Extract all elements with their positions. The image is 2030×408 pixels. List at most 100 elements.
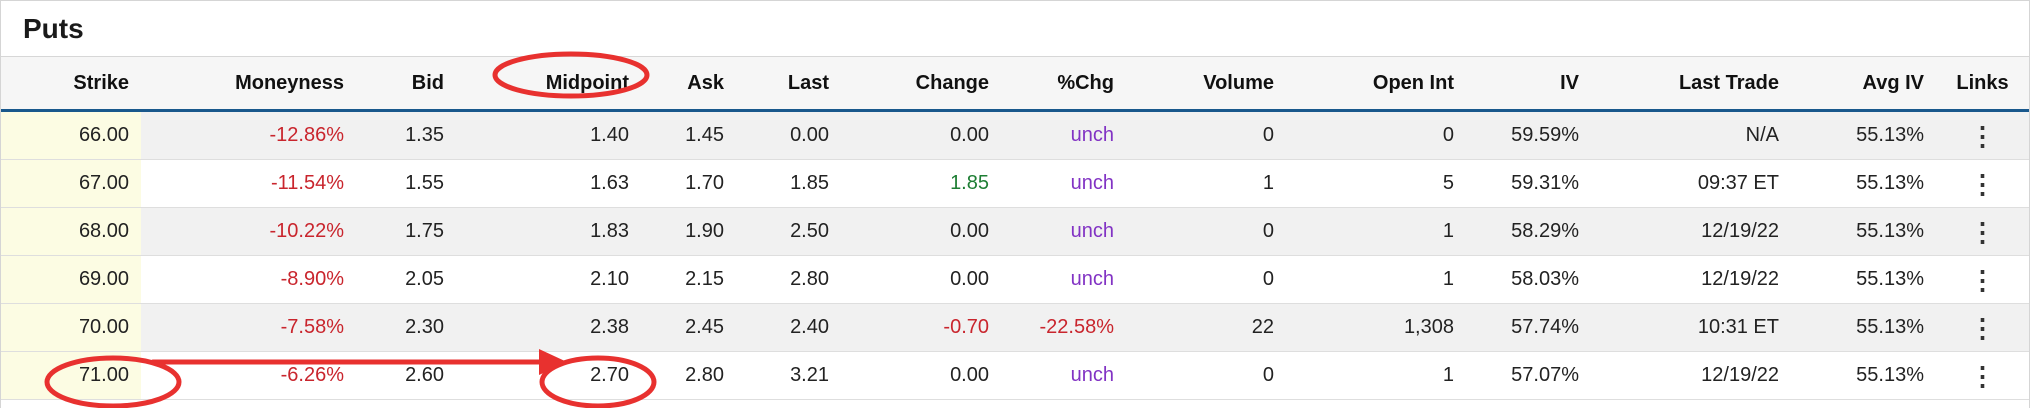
page-title: Puts [23, 12, 84, 44]
cell-midpoint: 1.83 [456, 207, 641, 256]
cell-links: ⋮ [1936, 159, 2029, 208]
cell-moneyness: -12.86% [141, 110, 356, 160]
cell-midpoint: 2.10 [456, 255, 641, 304]
cell-iv: 59.59% [1466, 110, 1591, 160]
column-header-bid[interactable]: Bid [356, 57, 456, 112]
cell-volume: 0 [1126, 255, 1286, 304]
kebab-vertical-icon[interactable]: ⋮ [1969, 360, 1996, 391]
cell-iv: 57.07% [1466, 351, 1591, 400]
column-header-avgiv[interactable]: Avg IV [1791, 57, 1936, 112]
cell-lasttrade: N/A [1591, 110, 1791, 160]
cell-ask: 1.45 [641, 110, 736, 160]
column-header-ask[interactable]: Ask [641, 57, 736, 112]
table-row: 71.00 -6.26% 2.60 2.70 2.80 3.21 0.00 unch 0 1 57.… [1, 351, 2029, 400]
cell-midpoint: 1.63 [456, 159, 641, 208]
cell-strike: 71.00 [1, 351, 141, 400]
cell-moneyness: -7.58% [141, 303, 356, 352]
cell-change: -0.70 [841, 303, 1001, 352]
cell-links: ⋮ [1936, 255, 2029, 304]
table-row: 66.00 -12.86% 1.35 1.40 1.45 0.00 0.00 unch 0 0 59… [1, 110, 2029, 160]
cell-bid: 2.05 [356, 255, 456, 304]
cell-last: 2.80 [736, 255, 841, 304]
cell-lasttrade: 12/19/22 [1591, 207, 1791, 256]
puts-options-table: Strike Moneyness Bid Midpoint Ask Last Change%… [1, 57, 2029, 400]
cell-iv: 58.29% [1466, 207, 1591, 256]
table-row: 70.00 -7.58% 2.30 2.38 2.45 2.40 -0.70 -22.58% 2… [1, 303, 2029, 352]
cell-pctchg: unch [1001, 159, 1126, 208]
column-header-moneyness[interactable]: Moneyness [141, 57, 356, 112]
cell-openint: 0 [1286, 110, 1466, 160]
cell-pctchg: -22.58% [1001, 303, 1126, 352]
cell-bid: 1.75 [356, 207, 456, 256]
column-header-lasttrade[interactable]: Last Trade [1591, 57, 1791, 112]
cell-moneyness: -10.22% [141, 207, 356, 256]
cell-openint: 1 [1286, 351, 1466, 400]
kebab-vertical-icon[interactable]: ⋮ [1969, 312, 1996, 343]
cell-bid: 1.55 [356, 159, 456, 208]
cell-strike: 67.00 [1, 159, 141, 208]
cell-change: 0.00 [841, 255, 1001, 304]
cell-openint: 1,308 [1286, 303, 1466, 352]
cell-volume: 22 [1126, 303, 1286, 352]
table-row: 68.00 -10.22% 1.75 1.83 1.90 2.50 0.00 unch 0 1 58… [1, 207, 2029, 256]
cell-midpoint: 2.70 [456, 351, 641, 400]
cell-pctchg: unch [1001, 207, 1126, 256]
cell-last: 0.00 [736, 110, 841, 160]
kebab-vertical-icon[interactable]: ⋮ [1969, 120, 1996, 151]
cell-moneyness: -8.90% [141, 255, 356, 304]
cell-ask: 2.80 [641, 351, 736, 400]
cell-links: ⋮ [1936, 207, 2029, 256]
cell-moneyness: -11.54% [141, 159, 356, 208]
column-header-pctchg[interactable]: %Chg [1001, 57, 1126, 112]
cell-bid: 2.60 [356, 351, 456, 400]
column-header-links[interactable]: Links [1936, 57, 2029, 112]
kebab-vertical-icon[interactable]: ⋮ [1969, 264, 1996, 295]
cell-volume: 0 [1126, 110, 1286, 160]
cell-pctchg: unch [1001, 351, 1126, 400]
cell-ask: 2.15 [641, 255, 736, 304]
cell-volume: 0 [1126, 207, 1286, 256]
cell-bid: 1.35 [356, 110, 456, 160]
cell-openint: 1 [1286, 207, 1466, 256]
cell-pctchg: unch [1001, 110, 1126, 160]
cell-strike: 70.00 [1, 303, 141, 352]
column-header-strike[interactable]: Strike [1, 57, 141, 112]
table-row: 67.00 -11.54% 1.55 1.63 1.70 1.85 1.85 unch 1 5 59… [1, 159, 2029, 208]
cell-iv: 58.03% [1466, 255, 1591, 304]
cell-lasttrade: 10:31 ET [1591, 303, 1791, 352]
cell-lasttrade: 09:37 ET [1591, 159, 1791, 208]
cell-volume: 0 [1126, 351, 1286, 400]
cell-last: 1.85 [736, 159, 841, 208]
cell-avgiv: 55.13% [1791, 110, 1936, 160]
column-header-last[interactable]: Last [736, 57, 841, 112]
cell-volume: 1 [1126, 159, 1286, 208]
cell-last: 2.40 [736, 303, 841, 352]
cell-avgiv: 55.13% [1791, 303, 1936, 352]
cell-iv: 59.31% [1466, 159, 1591, 208]
kebab-vertical-icon[interactable]: ⋮ [1969, 168, 1996, 199]
cell-midpoint: 2.38 [456, 303, 641, 352]
table-row: 69.00 -8.90% 2.05 2.10 2.15 2.80 0.00 unch 0 1 58.… [1, 255, 2029, 304]
cell-iv: 57.74% [1466, 303, 1591, 352]
column-header-change[interactable]: Change [841, 57, 1001, 112]
cell-last: 2.50 [736, 207, 841, 256]
cell-change: 0.00 [841, 110, 1001, 160]
cell-avgiv: 55.13% [1791, 207, 1936, 256]
cell-openint: 1 [1286, 255, 1466, 304]
cell-strike: 68.00 [1, 207, 141, 256]
cell-ask: 1.90 [641, 207, 736, 256]
cell-avgiv: 55.13% [1791, 159, 1936, 208]
cell-last: 3.21 [736, 351, 841, 400]
table-header-row: Strike Moneyness Bid Midpoint Ask Last Change%… [1, 57, 2029, 112]
cell-moneyness: -6.26% [141, 351, 356, 400]
column-header-iv[interactable]: IV [1466, 57, 1591, 112]
cell-openint: 5 [1286, 159, 1466, 208]
column-header-openint[interactable]: Open Int [1286, 57, 1466, 112]
cell-avgiv: 55.13% [1791, 255, 1936, 304]
cell-bid: 2.30 [356, 303, 456, 352]
column-header-volume[interactable]: Volume [1126, 57, 1286, 112]
kebab-vertical-icon[interactable]: ⋮ [1969, 216, 1996, 247]
column-header-midpoint[interactable]: Midpoint [456, 57, 641, 112]
cell-change: 0.00 [841, 351, 1001, 400]
